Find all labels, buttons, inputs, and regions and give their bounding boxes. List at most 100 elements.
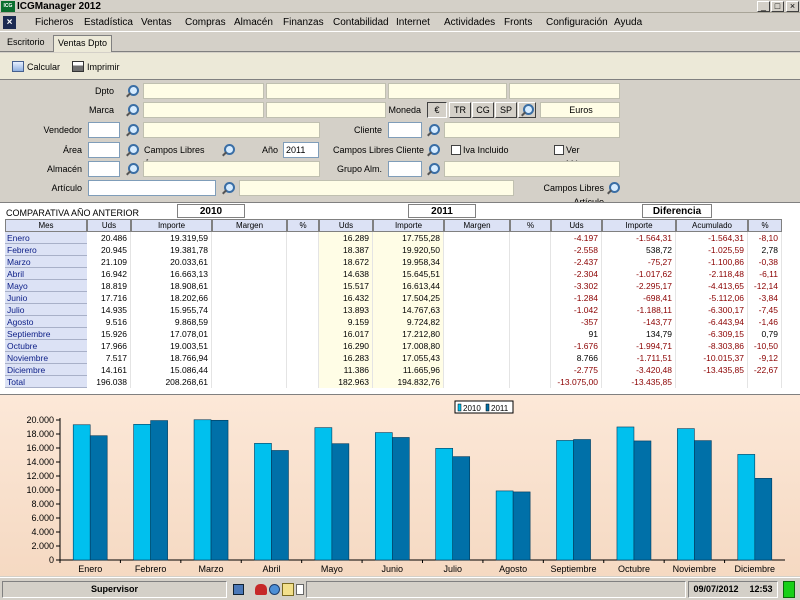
currency-cg-button[interactable]: CG — [472, 102, 494, 118]
column-header[interactable]: Uds — [551, 219, 602, 232]
anio-field[interactable]: 2011 — [283, 142, 319, 158]
table-row[interactable]: Junio 17.716 18.202,66 16.432 17.504,25 -1.28… — [0, 292, 800, 304]
currency-search-button[interactable] — [518, 102, 536, 118]
table-row[interactable]: Diciembre 14.161 15.086,44 11.386 11.665,96 -… — [0, 364, 800, 376]
grupo-alm-label: Grupo Alm. — [336, 164, 382, 174]
bar-2011-marzo — [210, 419, 229, 561]
menu-estadistica[interactable]: Estadística — [84, 17, 133, 28]
cell-duds: -1.284 — [551, 292, 602, 304]
column-header[interactable]: Importe — [373, 219, 444, 232]
column-header[interactable]: Margen — [444, 219, 510, 232]
currency-value-field[interactable]: Euros — [540, 102, 620, 118]
menu-configuracion[interactable]: Configuración — [546, 17, 608, 28]
menu-finanzas[interactable]: Finanzas — [283, 17, 324, 28]
iva-incluido-checkbox[interactable] — [451, 145, 461, 155]
campos-libres-area-search-icon[interactable] — [221, 143, 235, 157]
table-row[interactable]: Agosto 9.516 9.868,59 9.159 9.724,82 -357 -143… — [0, 316, 800, 328]
menu-ficheros[interactable]: Ficheros — [35, 17, 74, 28]
table-row[interactable]: Enero 20.486 19.319,59 16.289 17.755,28 -4.19… — [0, 232, 800, 244]
cell-pct11 — [510, 292, 551, 304]
grupo-alm-search-icon[interactable] — [426, 162, 440, 176]
menu-actividades[interactable]: Actividades — [444, 17, 496, 28]
column-header[interactable]: Importe — [602, 219, 676, 232]
column-header[interactable]: % — [748, 219, 782, 232]
column-header[interactable]: Acumulado — [676, 219, 748, 232]
maximize-button[interactable]: □ — [771, 1, 784, 12]
close-doc-icon[interactable]: × — [3, 16, 16, 29]
almacen-code-field[interactable] — [88, 161, 120, 177]
grupo-alm-desc-field[interactable] — [444, 161, 620, 177]
vendedor-desc-field[interactable] — [143, 122, 320, 138]
column-header[interactable]: % — [287, 219, 319, 232]
cell-imp10: 19.319,59 — [131, 232, 212, 244]
moneda-label: Moneda — [388, 105, 421, 115]
table-row[interactable]: Abril 16.942 16.663,13 14.638 15.645,51 -2.30… — [0, 268, 800, 280]
campos-libres-articulo-search-icon[interactable] — [606, 181, 620, 195]
menu-almacen[interactable]: Almacén — [234, 17, 273, 28]
tab-escritorio[interactable]: Escritorio — [7, 37, 45, 47]
dpto-search-icon[interactable] — [125, 84, 139, 98]
marca-code-field[interactable] — [143, 102, 264, 118]
imprimir-button[interactable]: Imprimir — [72, 60, 120, 74]
column-header[interactable]: Mes — [5, 219, 87, 232]
menu-fronts[interactable]: Fronts — [504, 17, 533, 28]
table-row[interactable]: Mayo 18.819 18.908,61 15.517 16.613,44 -3.302… — [0, 280, 800, 292]
x-tick-label: Diciembre — [735, 564, 776, 574]
currency-sp-button[interactable]: SP — [495, 102, 517, 118]
marca-search-icon[interactable] — [125, 103, 139, 117]
menu-contabilidad[interactable]: Contabilidad — [333, 17, 389, 28]
bar-2011-septiembre — [573, 439, 591, 561]
tab-ventas-dpto[interactable]: Ventas Dpto — [53, 35, 113, 52]
area-code-field[interactable] — [88, 142, 120, 158]
total-row[interactable]: Total 196.038 208.268,61 182.963 194.832,76 -… — [0, 376, 800, 388]
menu-compras[interactable]: Compras — [185, 17, 226, 28]
table-row[interactable]: Octubre 17.966 19.003,51 16.290 17.008,80 -1.… — [0, 340, 800, 352]
y-tick-label: 14.000 — [26, 457, 54, 467]
vendedor-search-icon[interactable] — [125, 123, 139, 137]
bar-2010-febrero — [133, 424, 151, 561]
ver-margenes-checkbox[interactable] — [554, 145, 564, 155]
dpto-field-2[interactable] — [266, 83, 386, 99]
column-header[interactable]: % — [510, 219, 551, 232]
grupo-alm-code-field[interactable] — [388, 161, 422, 177]
cell-uds11: 16.290 — [319, 340, 373, 352]
almacen-search-icon[interactable] — [125, 162, 139, 176]
close-window-button[interactable]: × — [786, 1, 799, 12]
dpto-code-field[interactable] — [143, 83, 264, 99]
column-header[interactable]: Importe — [131, 219, 212, 232]
minimize-button[interactable]: _ — [757, 1, 770, 12]
status-datetime: 09/07/2012 12:53 — [688, 581, 778, 598]
menu-internet[interactable]: Internet — [396, 17, 430, 28]
cell-imp11: 194.832,76 — [373, 376, 444, 388]
column-header[interactable]: Uds — [87, 219, 131, 232]
vendedor-code-field[interactable] — [88, 122, 120, 138]
calcular-button[interactable]: Calcular — [12, 60, 60, 74]
cell-pct10 — [287, 304, 319, 316]
dpto-field-3[interactable] — [388, 83, 507, 99]
articulo-desc-field[interactable] — [239, 180, 514, 196]
almacen-desc-field[interactable] — [143, 161, 320, 177]
table-row[interactable]: Julio 14.935 15.955,74 13.893 14.767,63 -1.04… — [0, 304, 800, 316]
cliente-code-field[interactable] — [388, 122, 422, 138]
menu-ventas[interactable]: Ventas — [141, 17, 172, 28]
table-row[interactable]: Marzo 21.109 20.033,61 18.672 19.958,34 -2.43… — [0, 256, 800, 268]
cliente-search-icon[interactable] — [426, 123, 440, 137]
column-header[interactable]: Margen — [212, 219, 287, 232]
currency-tr-button[interactable]: TR — [449, 102, 471, 118]
column-header[interactable]: Uds — [319, 219, 373, 232]
campos-libres-cliente-search-icon[interactable] — [426, 143, 440, 157]
cell-pct11 — [510, 256, 551, 268]
menu-ayuda[interactable]: Ayuda — [614, 17, 643, 28]
area-search-icon[interactable] — [125, 143, 139, 157]
cell-dimp: -1.711,51 — [602, 352, 676, 364]
table-row[interactable]: Noviembre 7.517 18.766,94 16.283 17.055,43 8.… — [0, 352, 800, 364]
marca-desc-field[interactable] — [266, 102, 386, 118]
table-row[interactable]: Febrero 20.945 19.381,78 18.387 19.920,50 -2.… — [0, 244, 800, 256]
cliente-desc-field[interactable] — [444, 122, 620, 138]
currency-euro-button[interactable]: € — [427, 102, 447, 118]
articulo-search-icon[interactable] — [221, 181, 235, 195]
diferencia-header: Diferencia — [642, 204, 712, 218]
table-row[interactable]: Septiembre 15.926 17.078,01 16.017 17.212,80… — [0, 328, 800, 340]
articulo-code-field[interactable] — [88, 180, 216, 196]
dpto-field-4[interactable] — [509, 83, 620, 99]
